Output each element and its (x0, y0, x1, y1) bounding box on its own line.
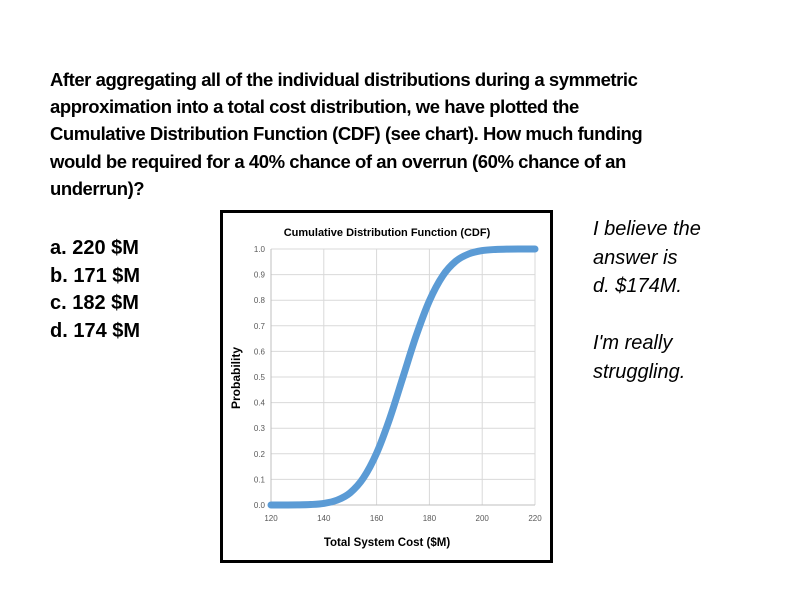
y-tick-label: 0.1 (254, 475, 266, 484)
question-line: would be required for a 40% chance of an… (50, 150, 626, 172)
option-b: b. 171 $M (50, 264, 141, 287)
y-tick-label: 0.5 (254, 373, 266, 382)
chart-svg: Cumulative Distribution Function (CDF) T… (229, 227, 542, 549)
cdf-series-line (267, 245, 539, 509)
x-tick-label: 160 (370, 514, 384, 523)
question-line: approximation into a total cost distribu… (50, 96, 579, 118)
chart-title: Cumulative Distribution Function (CDF) (284, 227, 491, 239)
y-tick-label: 0.4 (254, 399, 266, 408)
y-tick-label: 1.0 (254, 245, 266, 254)
x-tick-label: 120 (264, 514, 278, 523)
student-note: I believe the answer is d. $174M. I'm re… (593, 215, 701, 386)
y-tick-label: 0.9 (254, 271, 266, 280)
question-line: Cumulative Distribution Function (CDF) (… (50, 123, 643, 145)
x-tick-label: 140 (317, 514, 331, 523)
y-axis-label: Probability (229, 347, 243, 409)
y-tick-label: 0.0 (254, 501, 266, 510)
option-c: c. 182 $M (50, 292, 139, 314)
note-line: struggling. (593, 360, 686, 383)
y-tick-label: 0.6 (254, 347, 266, 356)
option-a: a. 220 $M (50, 237, 139, 259)
note-line: I believe the (593, 218, 701, 240)
x-tick-label: 200 (476, 514, 490, 523)
y-tick-label: 0.2 (254, 450, 266, 459)
note-line: answer is (593, 246, 678, 269)
note-line: d. $174M. (593, 275, 682, 297)
option-d: d. 174 $M (50, 319, 141, 342)
y-tick-label: 0.3 (254, 424, 266, 433)
y-tick-label: 0.8 (254, 296, 266, 305)
y-tick-label: 0.7 (254, 322, 266, 331)
question-text: After aggregating all of the individual … (50, 66, 643, 202)
note-line (593, 301, 701, 330)
question-line: After aggregating all of the individual … (50, 69, 638, 90)
x-tick-label: 180 (423, 514, 437, 523)
question-line: underrun)? (50, 177, 145, 199)
x-axis-label: Total System Cost ($M) (324, 537, 450, 549)
answer-options: a. 220 $M b. 171 $M c. 182 $M d. 174 $M (50, 235, 140, 345)
cdf-chart: Cumulative Distribution Function (CDF) T… (220, 210, 553, 563)
note-line: I'm really (593, 332, 673, 354)
x-tick-label: 220 (528, 514, 542, 523)
